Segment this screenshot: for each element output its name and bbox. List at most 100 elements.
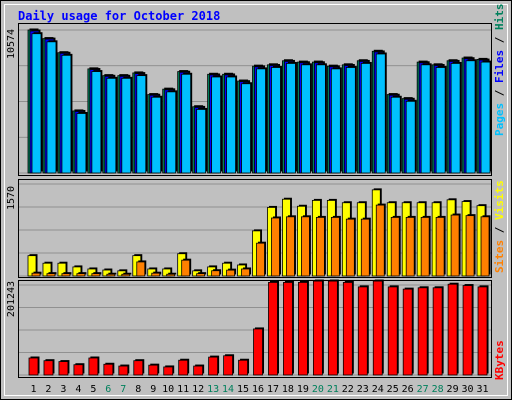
- bar-pages-24: [375, 53, 386, 174]
- x-tick-label-6: 6: [105, 384, 111, 395]
- x-tick-label-7: 7: [120, 384, 126, 395]
- bar-pages-11: [181, 73, 192, 174]
- x-tick-label-30: 30: [462, 384, 474, 395]
- panel-middle-frame: [18, 179, 492, 278]
- x-tick-label-10: 10: [162, 384, 174, 395]
- x-tick-label-19: 19: [297, 384, 309, 395]
- bar-pages-25: [390, 96, 401, 174]
- bar-pages-16: [256, 68, 266, 174]
- chart-inner-border: [4, 4, 508, 396]
- bar-pages-5: [91, 71, 102, 174]
- bar-kbytes-8: [133, 360, 144, 376]
- bar-sites-11: [181, 259, 191, 277]
- bar-sites-18: [286, 216, 295, 277]
- bar-sites-14: [226, 269, 235, 277]
- bar-kbytes-5: [88, 357, 99, 376]
- bar-kbytes-26: [402, 288, 413, 376]
- legend-middle: Sites / Visits: [493, 180, 506, 273]
- bar-kbytes-19: [298, 282, 308, 376]
- bar-sites-30: [465, 215, 475, 277]
- x-tick-label-21: 21: [327, 384, 339, 395]
- bar-pages-10: [166, 91, 177, 174]
- bar-pages-26: [405, 100, 416, 174]
- bar-pages-12: [196, 109, 207, 174]
- legend-files: Files: [493, 50, 506, 83]
- x-tick-label-29: 29: [447, 384, 459, 395]
- x-tick-label-13: 13: [207, 384, 219, 395]
- bar-pages-6: [106, 77, 117, 174]
- x-tick-label-18: 18: [282, 384, 294, 395]
- bar-sites-22: [345, 218, 355, 277]
- bar-sites-10-shadow: [168, 272, 177, 275]
- bar-sites-12: [196, 273, 206, 277]
- bar-kbytes-30: [462, 285, 473, 376]
- x-tick-label-17: 17: [267, 384, 279, 395]
- bar-pages-23: [360, 63, 371, 174]
- bar-kbytes-4: [73, 364, 84, 376]
- bar-kbytes-13: [208, 356, 219, 376]
- panel-bottom-frame: [18, 280, 492, 378]
- bar-kbytes-12: [193, 365, 204, 376]
- bar-sites-10: [166, 273, 176, 277]
- x-tick-label-5: 5: [90, 384, 96, 395]
- bar-kbytes-25: [387, 286, 398, 376]
- bar-pages-3: [61, 54, 72, 174]
- bar-pages-31: [480, 61, 491, 174]
- bar-pages-28: [435, 67, 446, 174]
- bar-kbytes-7: [118, 365, 129, 376]
- bar-kbytes-28: [432, 287, 443, 376]
- bar-sites-1: [31, 272, 41, 277]
- bar-pages-4: [76, 113, 87, 174]
- bar-kbytes-18: [283, 282, 293, 376]
- bar-sites-4: [76, 273, 86, 277]
- bar-pages-9: [151, 96, 162, 174]
- legend-kbytes: KBytes: [493, 340, 506, 380]
- bar-kbytes-20: [312, 280, 323, 376]
- legend-separator: /: [493, 220, 506, 240]
- bar-pages-2: [46, 41, 57, 174]
- bar-kbytes-3: [58, 361, 69, 376]
- bar-kbytes-23: [357, 286, 368, 376]
- bar-sites-29: [450, 214, 460, 277]
- x-tick-label-23: 23: [357, 384, 369, 395]
- legend-pages: Pages: [493, 103, 506, 136]
- bar-kbytes-10: [163, 366, 174, 376]
- bar-pages-7: [121, 77, 132, 174]
- bar-pages-8: [136, 75, 147, 174]
- bar-sites-19: [301, 216, 310, 277]
- bar-sites-25: [390, 217, 400, 277]
- bar-sites-24: [375, 204, 385, 277]
- bar-pages-13: [211, 76, 222, 174]
- panel-top-ymax-label: 10574: [6, 29, 17, 59]
- panel-middle-ymax-label: 1570: [6, 186, 17, 210]
- x-tick-label-2: 2: [45, 384, 51, 395]
- legend-bottom: KBytes: [493, 340, 506, 380]
- bar-sites-9: [151, 272, 161, 277]
- bar-pages-18: [286, 63, 296, 174]
- bar-pages-19: [301, 64, 311, 174]
- x-tick-label-11: 11: [177, 384, 189, 395]
- bar-sites-15: [241, 268, 250, 277]
- bar-sites-6: [106, 273, 116, 277]
- x-tick-label-25: 25: [387, 384, 399, 395]
- bar-kbytes-17: [268, 282, 278, 376]
- legend-visits: Visits: [493, 180, 506, 220]
- bar-kbytes-6: [103, 363, 114, 376]
- bar-sites-13: [211, 270, 221, 277]
- panel-bottom: 201243: [6, 279, 492, 378]
- bar-pages-22: [345, 67, 356, 174]
- x-tick-label-14: 14: [222, 384, 234, 395]
- bar-pages-17: [271, 67, 281, 174]
- x-tick-label-4: 4: [75, 384, 81, 395]
- x-tick-label-1: 1: [30, 384, 36, 395]
- x-tick-label-3: 3: [60, 384, 66, 395]
- bar-kbytes-1: [28, 357, 39, 376]
- x-tick-label-8: 8: [135, 384, 141, 395]
- bar-sites-7: [121, 273, 131, 277]
- panel-bottom-ymax-label: 201243: [6, 281, 17, 317]
- x-tick-label-15: 15: [237, 384, 249, 395]
- x-tick-label-28: 28: [432, 384, 444, 395]
- x-tick-label-20: 20: [312, 384, 324, 395]
- bar-sites-17: [271, 217, 280, 277]
